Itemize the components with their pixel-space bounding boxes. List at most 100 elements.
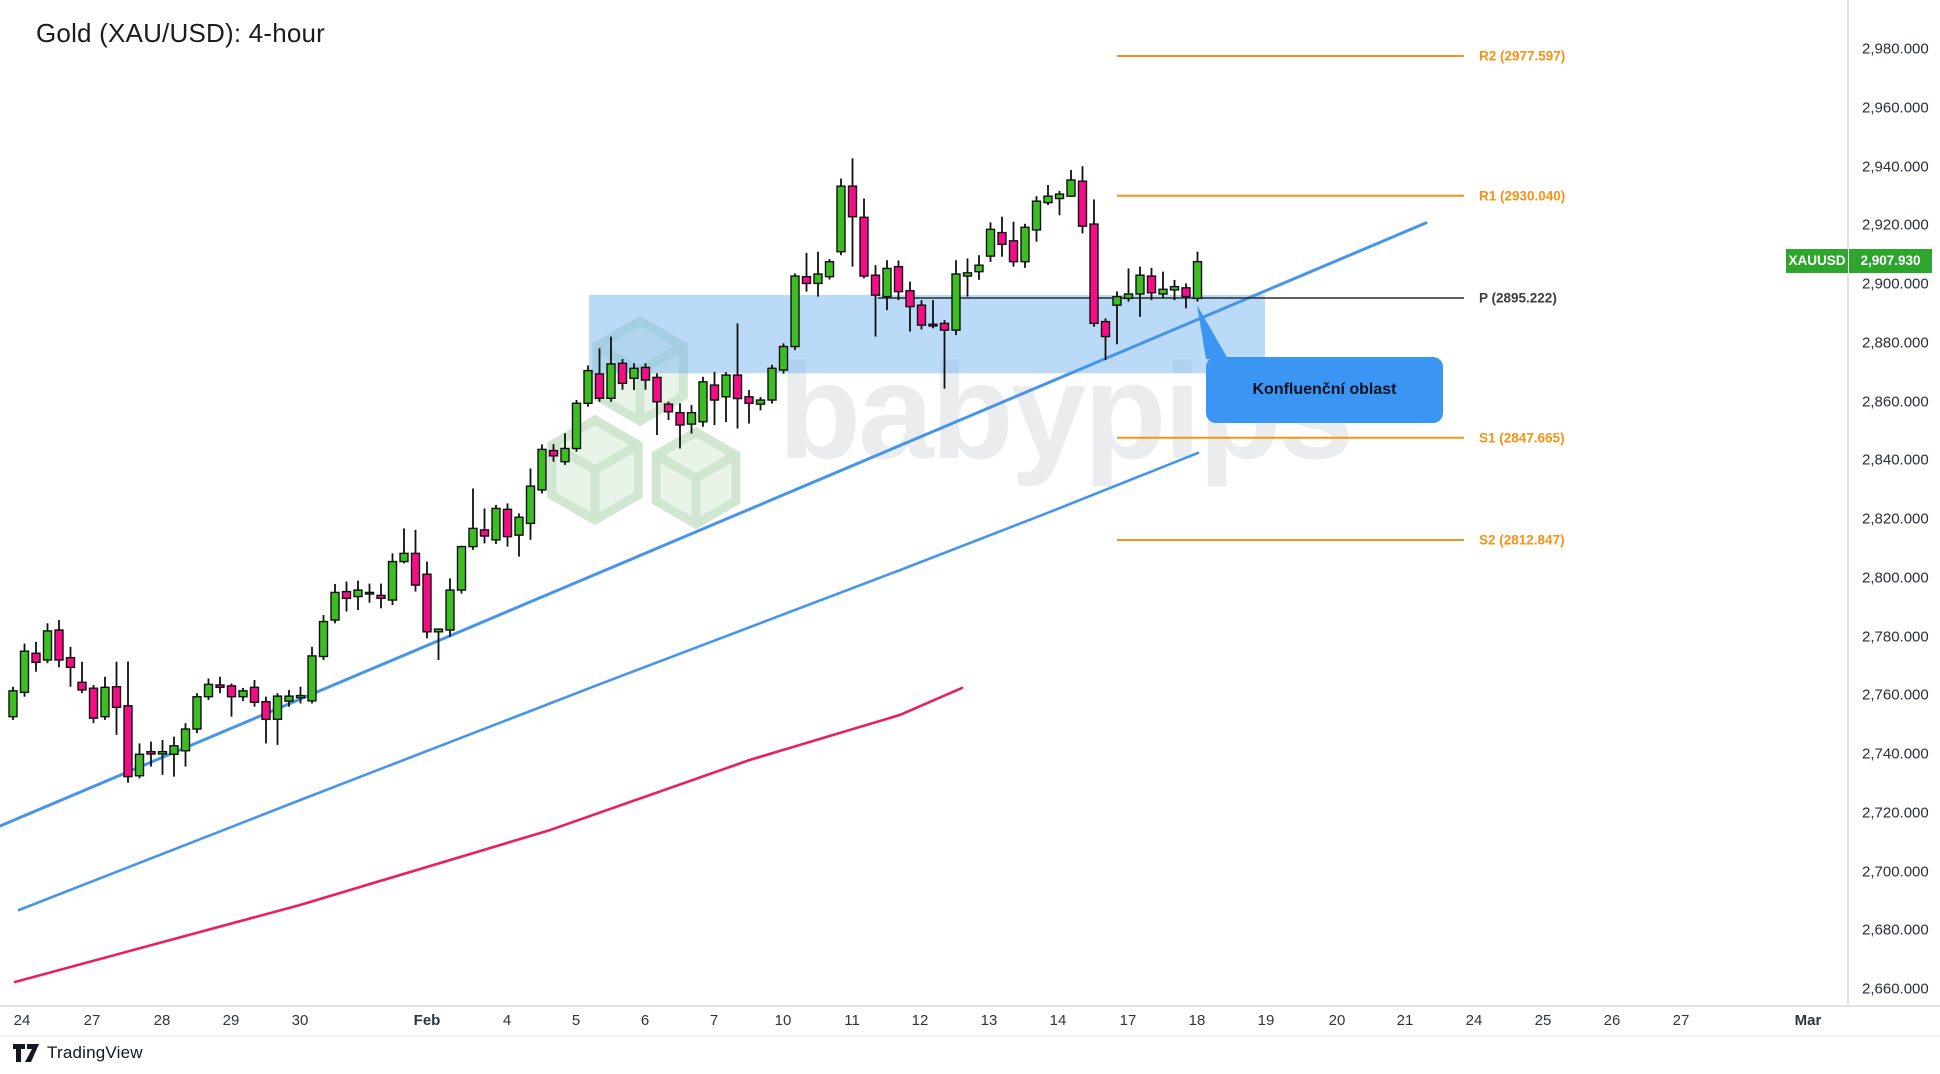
price-axis-label: 2,760.000 <box>1862 686 1929 704</box>
candle-body <box>813 273 823 285</box>
candle-body <box>698 381 708 423</box>
candle-body <box>8 690 18 718</box>
time-axis-label: 4 <box>502 1012 512 1029</box>
candle-body <box>146 750 156 755</box>
candle-body <box>744 396 754 404</box>
candle-body <box>491 507 501 541</box>
time-axis-label: 25 <box>1534 1012 1552 1029</box>
candle-body <box>824 260 835 278</box>
candle-body <box>893 265 904 293</box>
candle-body <box>42 630 53 661</box>
candle-body <box>1066 179 1076 197</box>
time-axis-label: 26 <box>1603 1012 1621 1029</box>
candle-body <box>54 629 64 661</box>
time-axis-label: 29 <box>222 1012 240 1029</box>
price-axis-label: 2,780.000 <box>1862 628 1929 645</box>
time-axis-label: 6 <box>640 1012 650 1029</box>
time-axis-label: 13 <box>980 1012 998 1029</box>
time-axis-label: 17 <box>1119 1012 1137 1029</box>
candle-body <box>100 686 110 718</box>
time-axis-label: 5 <box>571 1012 581 1029</box>
ma-pink <box>13 686 964 984</box>
candle-body <box>767 367 777 401</box>
candle-body <box>1077 180 1088 227</box>
candle-body <box>410 552 421 586</box>
candle-body <box>192 696 202 730</box>
confluence-callout[interactable]: Konfluenční oblast <box>1206 357 1443 423</box>
ma-blue-lower <box>17 451 1200 912</box>
time-axis-label: Mar <box>1794 1012 1822 1029</box>
candle-body <box>203 683 214 698</box>
tradingview-logo-icon <box>13 1044 39 1062</box>
candle-body <box>514 516 524 536</box>
time-axis-label: 21 <box>1396 1012 1414 1029</box>
candle-body <box>1192 260 1203 300</box>
time-axis-label: 28 <box>153 1012 171 1029</box>
tradingview-text: TradingView <box>47 1043 143 1062</box>
candle-body <box>870 274 881 296</box>
candle-body <box>261 701 271 721</box>
candle-body <box>353 589 363 598</box>
candle-body <box>801 275 812 285</box>
candle-body <box>215 684 225 689</box>
pivot-label-r2: R2 (2977.597) <box>1479 48 1566 64</box>
candle-body <box>847 185 858 218</box>
pivot-label-r1: R1 (2930.040) <box>1479 188 1566 204</box>
last-price-badge: XAUUSD 2,907.930 <box>1786 248 1932 273</box>
price-axis-label: 2,960.000 <box>1862 99 1929 117</box>
candle-body <box>985 228 996 257</box>
candle-body <box>1123 293 1134 300</box>
candle-body <box>790 275 800 348</box>
price-axis-label: 2,740.000 <box>1862 745 1929 763</box>
candle-body <box>997 231 1007 246</box>
candle-body <box>974 264 984 273</box>
candle-body <box>376 594 386 600</box>
candle-body <box>617 362 628 384</box>
candle-body <box>928 323 938 327</box>
time-axis-label: 30 <box>291 1012 309 1029</box>
price-axis-label: 2,700.000 <box>1862 863 1929 880</box>
time-axis-label: 24 <box>13 1012 31 1029</box>
candle-body <box>1054 193 1065 200</box>
time-axis-label: 19 <box>1257 1012 1275 1029</box>
candle-body <box>1112 295 1122 306</box>
price-axis-label: 2,920.000 <box>1862 216 1929 234</box>
candle-body <box>755 399 766 405</box>
candle-body <box>226 685 237 698</box>
candle-body <box>686 411 697 425</box>
price-axis-label: 2,940.000 <box>1862 158 1929 175</box>
candle-body <box>583 369 593 404</box>
chart-title: Gold (XAU/USD): 4-hour <box>36 18 326 48</box>
time-axis-label: 14 <box>1049 1012 1067 1029</box>
candle-body <box>916 304 927 326</box>
candle-body <box>1146 275 1157 294</box>
confluence-zone <box>589 294 1265 374</box>
pivot-label-s2: S2 (2812.847) <box>1479 532 1565 548</box>
candle-body <box>341 590 352 600</box>
candle-body <box>663 403 674 413</box>
callout-pointer <box>1197 305 1228 359</box>
price-axis-label: 2,680.000 <box>1862 921 1929 939</box>
candle-body <box>629 367 639 379</box>
candle-body <box>732 374 743 400</box>
candle-body <box>31 652 41 664</box>
candle-body <box>445 589 455 631</box>
candle-body <box>134 753 145 777</box>
candle-body <box>675 411 685 426</box>
price-axis-label: 2,840.000 <box>1862 451 1929 469</box>
price-axis-label: 2,860.000 <box>1862 393 1929 410</box>
candle-body <box>295 694 306 699</box>
tradingview-attribution[interactable]: TradingView <box>12 1043 143 1063</box>
candle-body <box>548 449 559 457</box>
candle-body <box>882 267 892 298</box>
candle-body <box>249 686 260 703</box>
candle-body <box>169 745 179 755</box>
time-axis-label: 12 <box>911 1012 929 1029</box>
pivot-label-s1: S1 (2847.665) <box>1479 430 1565 446</box>
candle-body <box>640 366 651 381</box>
pivot-lines <box>878 55 1464 542</box>
time-axis-label: 20 <box>1328 1012 1346 1029</box>
candle-body <box>1089 223 1099 325</box>
